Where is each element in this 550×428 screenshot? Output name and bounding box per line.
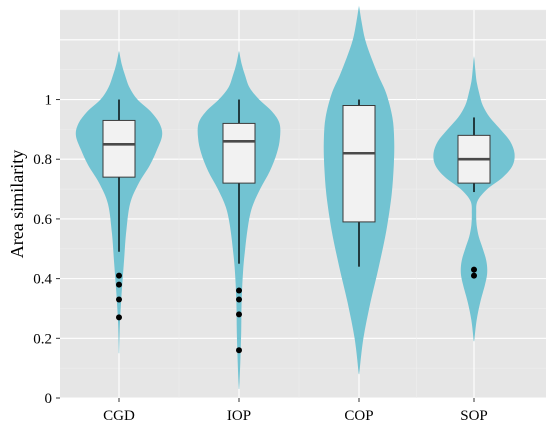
y-axis-ticks: 0 0.2 0.4 0.6 0.8 1 — [33, 93, 60, 407]
box-iop — [222, 122, 256, 184]
y-tick-label: 0 — [45, 391, 53, 407]
outlier-point — [116, 272, 122, 279]
x-tick-label: SOP — [460, 408, 488, 424]
outlier-point — [116, 281, 122, 288]
outlier-point — [471, 266, 477, 273]
y-tick-label: 0.4 — [33, 272, 52, 288]
y-axis-title: Area similarity — [7, 150, 27, 258]
x-tick-label: CGD — [103, 408, 135, 424]
outlier-point — [471, 272, 477, 279]
x-tick-label: COP — [344, 408, 373, 424]
violin-sop — [433, 56, 515, 342]
boxplots — [102, 99, 491, 354]
box-cop — [342, 105, 376, 223]
outlier-point — [236, 287, 242, 294]
outlier-point — [236, 296, 242, 303]
x-tick-label: IOP — [227, 408, 251, 424]
y-tick-label: 0.2 — [33, 331, 52, 347]
outlier-point — [236, 347, 242, 354]
outlier-point — [236, 311, 242, 318]
box-cgd — [102, 119, 136, 178]
outlier-point — [116, 314, 122, 321]
x-axis-ticks: CGD IOP COP SOP — [103, 398, 488, 424]
y-tick-label: 1 — [45, 93, 53, 109]
y-tick-label: 0.6 — [33, 212, 52, 228]
y-tick-label: 0.8 — [33, 152, 52, 168]
plot-panel — [60, 10, 546, 398]
outlier-point — [116, 296, 122, 303]
